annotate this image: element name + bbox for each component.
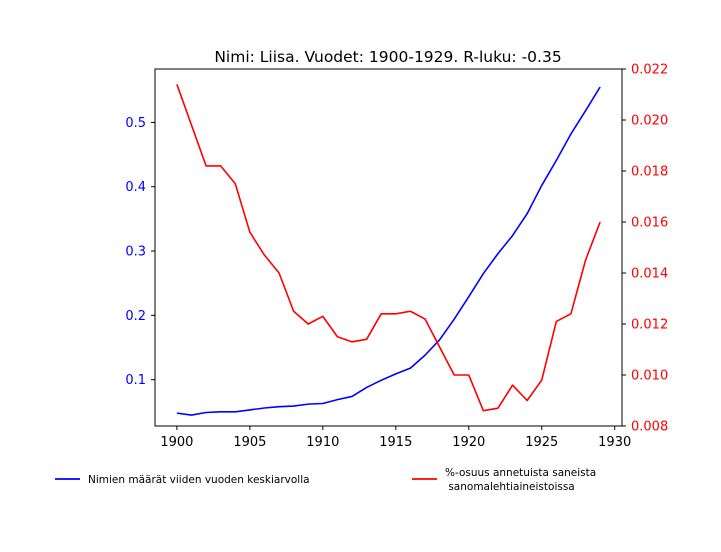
- chart-title: Nimi: Liisa. Vuodet: 1900-1929. R-luku: …: [214, 48, 561, 66]
- y-right-tick-label: 0.016: [631, 216, 668, 231]
- y-right-tick-label: 0.014: [631, 267, 668, 282]
- legend-label-line: %-osuus annetuista saneista: [445, 467, 596, 479]
- legend-entry: %-osuus annetuista saneista sanomalehtia…: [412, 467, 596, 493]
- y-right-tick-label: 0.020: [631, 114, 668, 129]
- series-line-counts: [176, 86, 601, 416]
- x-tick-label: 1910: [306, 435, 339, 450]
- x-tick-label: 1905: [233, 435, 266, 450]
- legend-label: %-osuus annetuista saneista sanomalehtia…: [445, 467, 596, 493]
- y-right-tick-label: 0.018: [631, 165, 668, 180]
- y-right-tick-label: 0.010: [631, 369, 668, 384]
- legend-label: Nimien määrät viiden vuoden keskiarvolla: [88, 474, 310, 486]
- legend-entry: Nimien määrät viiden vuoden keskiarvolla: [55, 474, 310, 486]
- x-tick-label: 1920: [452, 435, 485, 450]
- x-tick-label: 1925: [525, 435, 558, 450]
- y-left-tick-label: 0.5: [125, 116, 146, 131]
- series-line-share: [176, 84, 601, 412]
- y-left-tick-label: 0.3: [125, 245, 146, 260]
- legend-label-line: sanomalehtiaineistoissa: [445, 481, 575, 493]
- plot-frame: [154, 68, 623, 427]
- x-tick-label: 1900: [160, 435, 193, 450]
- y-right-tick-label: 0.012: [631, 318, 668, 333]
- y-right-tick-label: 0.008: [631, 420, 668, 435]
- y-left-tick-label: 0.4: [125, 180, 146, 195]
- x-tick-label: 1930: [598, 435, 631, 450]
- y-left-tick-label: 0.1: [125, 373, 146, 388]
- series-lines: [176, 84, 601, 416]
- legend: Nimien määrät viiden vuoden keskiarvolla…: [55, 467, 596, 493]
- y-right-tick-label: 0.022: [631, 63, 668, 78]
- x-tick-label: 1915: [379, 435, 412, 450]
- axes: 1900 1905 1910 1915 1920 1925 1930 0.1 0.2 0.3 0.4…: [125, 63, 668, 451]
- y-left-tick-label: 0.2: [125, 309, 146, 324]
